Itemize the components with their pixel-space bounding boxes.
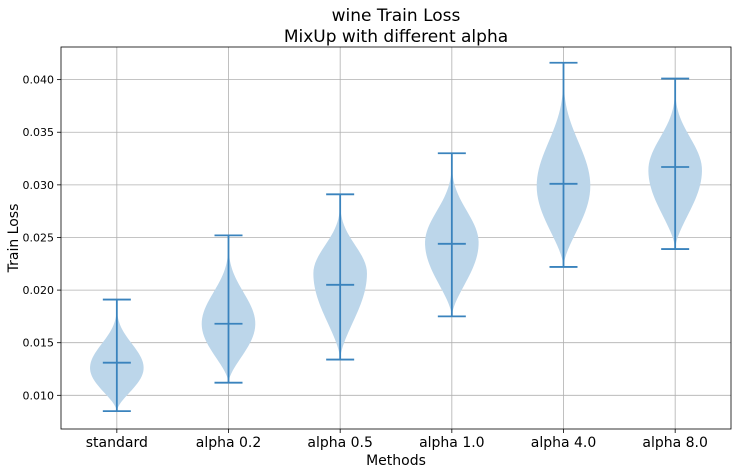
y-axis-label: Train Loss bbox=[6, 204, 22, 274]
violins-group bbox=[90, 61, 702, 413]
y-tick-label: 0.040 bbox=[23, 74, 55, 87]
chart-subtitle: MixUp with different alpha bbox=[284, 27, 508, 47]
x-axis-label: Methods bbox=[366, 453, 426, 469]
y-tick-label: 0.030 bbox=[23, 179, 55, 192]
plot-frame bbox=[60, 46, 732, 430]
chart-title: wine Train Loss bbox=[332, 6, 461, 26]
x-tick-label: alpha 0.2 bbox=[196, 435, 262, 451]
y-tick-label: 0.010 bbox=[23, 389, 55, 402]
x-axis-ticks: standard alpha 0.2 alpha 0.5 alpha 1.0 alpha… bbox=[86, 429, 708, 451]
y-tick-label: 0.020 bbox=[23, 284, 55, 297]
y-axis-ticks: 0.010 0.015 0.020 0.025 0.030 0.035 0.040 bbox=[23, 74, 61, 402]
x-tick-label: alpha 1.0 bbox=[419, 435, 485, 451]
grid-lines bbox=[61, 47, 731, 429]
y-tick-label: 0.035 bbox=[23, 126, 55, 139]
x-tick-label: standard bbox=[86, 435, 148, 451]
y-tick-label: 0.015 bbox=[23, 337, 55, 350]
x-tick-label: alpha 4.0 bbox=[531, 435, 597, 451]
y-tick-label: 0.025 bbox=[23, 231, 55, 244]
x-tick-label: alpha 8.0 bbox=[642, 435, 708, 451]
x-tick-label: alpha 0.5 bbox=[307, 435, 373, 451]
